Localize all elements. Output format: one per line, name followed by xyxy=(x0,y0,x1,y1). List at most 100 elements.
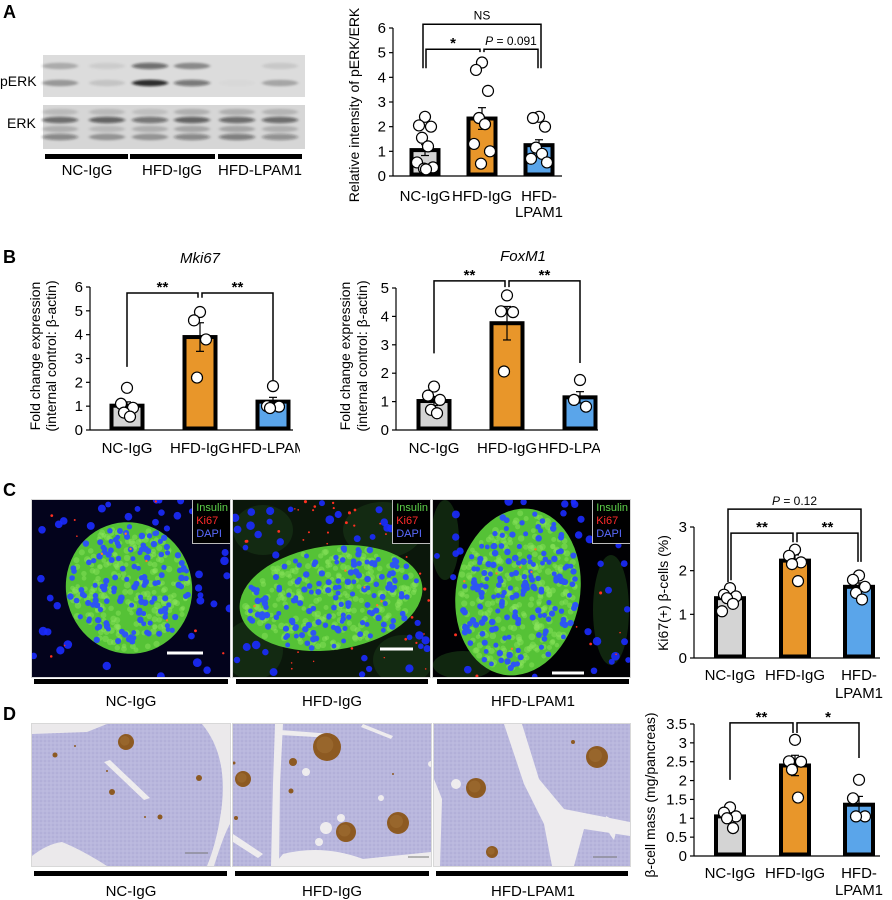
ki67-speck xyxy=(331,501,335,505)
ki67-speck xyxy=(404,637,408,641)
significance-bracket xyxy=(425,48,481,69)
data-point xyxy=(858,580,872,593)
ki67-speck xyxy=(589,642,593,646)
dapi-nucleus xyxy=(605,586,612,594)
ki67-speck xyxy=(410,615,414,619)
dapi-nucleus xyxy=(115,555,122,562)
blot-band xyxy=(132,108,168,116)
dapi-nucleus xyxy=(364,601,371,608)
data-point xyxy=(478,118,492,131)
dapi-nucleus xyxy=(558,531,565,538)
dapi-nucleus xyxy=(471,566,477,572)
dapi-nucleus xyxy=(504,500,513,506)
dapi-nucleus xyxy=(272,573,280,581)
x-category-label: HFD-IgG xyxy=(765,667,825,684)
dapi-nucleus xyxy=(378,573,385,580)
dapi-nucleus xyxy=(96,623,103,630)
dapi-nucleus xyxy=(38,526,46,534)
dapi-nucleus xyxy=(545,651,552,658)
dapi-nucleus xyxy=(552,605,558,612)
dapi-nucleus xyxy=(105,551,112,558)
dapi-nucleus xyxy=(540,560,545,566)
dapi-nucleus xyxy=(355,551,362,558)
y-tick-label: 4 xyxy=(381,308,389,325)
dapi-nucleus xyxy=(163,543,170,551)
dapi-nucleus xyxy=(335,590,341,596)
blot-band xyxy=(219,133,255,141)
dapi-nucleus xyxy=(499,603,505,609)
insulin-stained-islet xyxy=(52,752,58,758)
dapi-nucleus xyxy=(250,586,257,593)
dapi-nucleus xyxy=(513,592,520,599)
blot-band xyxy=(42,108,78,116)
dapi-nucleus xyxy=(276,538,284,546)
dapi-nucleus xyxy=(108,538,114,544)
dapi-nucleus xyxy=(316,580,322,587)
x-category-label: HFD-IgG xyxy=(452,188,512,205)
dapi-nucleus xyxy=(423,645,430,653)
p-value-label: P = 0.12 xyxy=(772,495,817,508)
dapi-nucleus xyxy=(248,608,253,614)
chart-ki67-beta-cells: 0 1 2 3 NC-IgG HFD-IgG HFD- LPAM1 Ki67(+) β-cell… xyxy=(640,495,892,702)
dapi-nucleus xyxy=(512,609,518,615)
dapi-nucleus xyxy=(506,634,512,640)
dapi-nucleus xyxy=(620,560,628,567)
legend-dapi: DAPI xyxy=(196,528,222,540)
dapi-nucleus xyxy=(284,633,291,639)
dapi-nucleus xyxy=(142,600,148,606)
blot-band xyxy=(89,108,125,116)
dapi-nucleus xyxy=(223,572,230,580)
data-point xyxy=(469,63,483,77)
dapi-nucleus xyxy=(538,644,545,650)
data-point xyxy=(421,389,435,402)
dapi-nucleus xyxy=(111,585,118,592)
dapi-nucleus xyxy=(67,593,74,600)
dapi-nucleus xyxy=(131,583,138,591)
x-category-label: NC-IgG xyxy=(705,865,756,882)
blot-band xyxy=(174,62,210,70)
dapi-nucleus xyxy=(401,615,408,622)
data-point xyxy=(715,605,729,618)
ki67-speck xyxy=(344,521,348,525)
dapi-nucleus xyxy=(138,546,145,553)
data-point xyxy=(846,573,860,586)
dapi-nucleus xyxy=(97,504,106,513)
ihc-pancreas-image-hfd-igg xyxy=(232,723,432,867)
dapi-nucleus xyxy=(322,622,329,628)
y-axis-label: Fold change expression xyxy=(27,282,43,431)
y-tick-label: 1 xyxy=(679,810,687,827)
dapi-nucleus xyxy=(489,661,494,667)
dapi-nucleus xyxy=(504,548,511,556)
dapi-nucleus xyxy=(338,601,344,607)
dapi-nucleus xyxy=(305,621,313,629)
dapi-nucleus xyxy=(292,625,299,632)
vessel-lumen xyxy=(315,838,323,846)
dapi-nucleus xyxy=(124,533,131,540)
dapi-nucleus xyxy=(165,627,171,632)
dapi-nucleus xyxy=(126,524,133,530)
y-tick-label: 3 xyxy=(381,337,389,354)
dapi-nucleus xyxy=(124,512,133,521)
dapi-nucleus xyxy=(97,539,104,546)
dapi-nucleus xyxy=(342,625,348,632)
data-point xyxy=(474,157,488,170)
dapi-nucleus xyxy=(326,613,332,619)
dapi-nucleus xyxy=(169,627,175,633)
dapi-nucleus xyxy=(254,597,262,605)
y-tick-label: 1.5 xyxy=(666,791,687,808)
dapi-nucleus xyxy=(561,500,569,508)
dapi-nucleus xyxy=(380,621,387,628)
dapi-nucleus xyxy=(379,593,386,600)
data-point xyxy=(500,289,514,302)
dapi-nucleus xyxy=(389,623,396,630)
dapi-nucleus xyxy=(183,575,189,582)
y-tick-label: 6 xyxy=(75,279,83,296)
dapi-nucleus xyxy=(584,628,592,636)
data-point xyxy=(849,810,863,823)
dapi-nucleus xyxy=(158,551,165,558)
dapi-nucleus xyxy=(164,623,170,629)
dapi-nucleus xyxy=(282,625,290,632)
ki67-speck xyxy=(332,507,335,510)
insulin-stained-islet xyxy=(235,771,251,787)
legend-dapi: DAPI xyxy=(596,528,622,540)
